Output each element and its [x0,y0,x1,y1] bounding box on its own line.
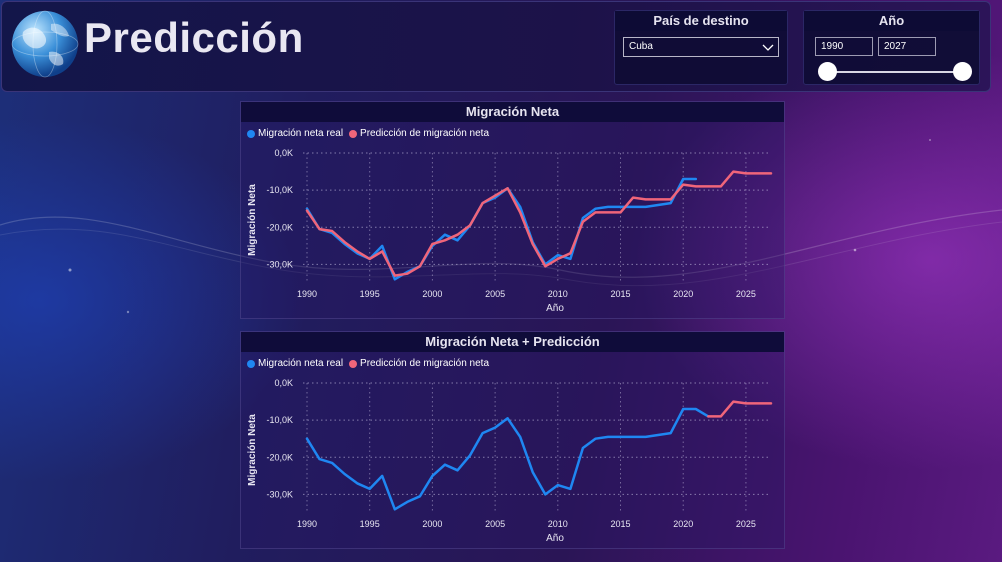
x-tick-label: 2025 [736,289,756,299]
year-slicer-title: Año [804,11,979,31]
country-slicer: País de destino Cuba [614,10,788,85]
y-tick-label: -10,0K [266,415,293,425]
year-slicer: Año 1990 2027 [803,10,980,85]
chart-legend: Migración neta real Predicción de migrac… [247,358,495,369]
y-axis-label: Migración Neta [247,414,258,486]
legend-dot-real [247,129,255,138]
chart-legend: Migración neta real Predicción de migrac… [247,128,495,139]
legend-item-prediction[interactable]: Predicción de migración neta [349,128,489,139]
x-tick-label: 2005 [485,289,505,299]
legend-dot-prediction [349,359,358,368]
y-tick-label: -20,0K [266,452,293,462]
gridlines [303,152,771,283]
legend-dot-real [247,359,255,368]
legend-label-real: Migración neta real [258,358,344,369]
line-chart-net-migration[interactable]: 0,0K -10,0K -20,0K -30,0K 1990 1995 2000 2005 20… [241,102,786,320]
x-axis-label: Año [546,303,564,314]
y-tick-label: -30,0K [266,489,293,499]
header-bar: Predicción País de destino Cuba Año 1990… [1,1,991,92]
legend-item-prediction[interactable]: Predicción de migración neta [349,358,489,369]
x-tick-label: 2020 [673,519,693,529]
x-axis-label: Año [546,533,564,544]
x-tick-label: 1995 [360,289,380,299]
series-line-real[interactable] [305,407,710,511]
x-tick-label: 2000 [422,289,442,299]
legend-label-prediction: Predicción de migración neta [360,358,490,369]
year-to-input[interactable]: 2027 [878,37,936,56]
y-tick-label: 0,0K [274,378,293,388]
legend-dot-prediction [349,129,358,138]
x-tick-label: 2015 [610,289,630,299]
chart-panel-net-migration-prediction: Migración Neta + Predicción Migración ne… [240,331,785,549]
chart-title: Migración Neta [241,102,784,122]
country-dropdown[interactable]: Cuba [623,37,779,57]
x-tick-label: 1995 [360,519,380,529]
chart-panel-net-migration: Migración Neta Migración neta real Predi… [240,101,785,319]
x-tick-label: 2010 [548,519,568,529]
x-tick-label: 1990 [297,289,317,299]
y-tick-label: -10,0K [266,185,293,195]
country-slicer-title: País de destino [615,11,787,31]
country-dropdown-value: Cuba [629,41,653,52]
x-tick-label: 2005 [485,519,505,529]
year-range-track[interactable] [826,71,964,73]
legend-label-prediction: Predicción de migración neta [360,128,490,139]
chart-title: Migración Neta + Predicción [241,332,784,352]
x-tick-label: 2010 [548,289,568,299]
y-tick-label: -20,0K [266,222,293,232]
series-line-prediction[interactable] [305,170,773,277]
x-tick-label: 2020 [673,289,693,299]
legend-item-real[interactable]: Migración neta real [247,358,343,369]
chevron-down-icon [762,44,774,51]
x-tick-label: 2000 [422,519,442,529]
series-line-prediction[interactable] [707,400,773,418]
year-from-input[interactable]: 1990 [815,37,873,56]
x-tick-label: 2025 [736,519,756,529]
y-tick-label: 0,0K [274,148,293,158]
line-chart-net-migration-prediction[interactable]: 0,0K -10,0K -20,0K -30,0K 1990 1995 2000 2005 20… [241,332,786,550]
page-title: Predicción [84,14,304,61]
gridlines [303,382,771,513]
x-tick-label: 2015 [610,519,630,529]
year-range-start-handle[interactable] [818,62,837,81]
y-tick-label: -30,0K [266,259,293,269]
legend-label-real: Migración neta real [258,128,344,139]
year-range-end-handle[interactable] [953,62,972,81]
y-axis-label: Migración Neta [247,184,258,256]
legend-item-real[interactable]: Migración neta real [247,128,343,139]
globe-icon [11,10,79,78]
x-tick-label: 1990 [297,519,317,529]
